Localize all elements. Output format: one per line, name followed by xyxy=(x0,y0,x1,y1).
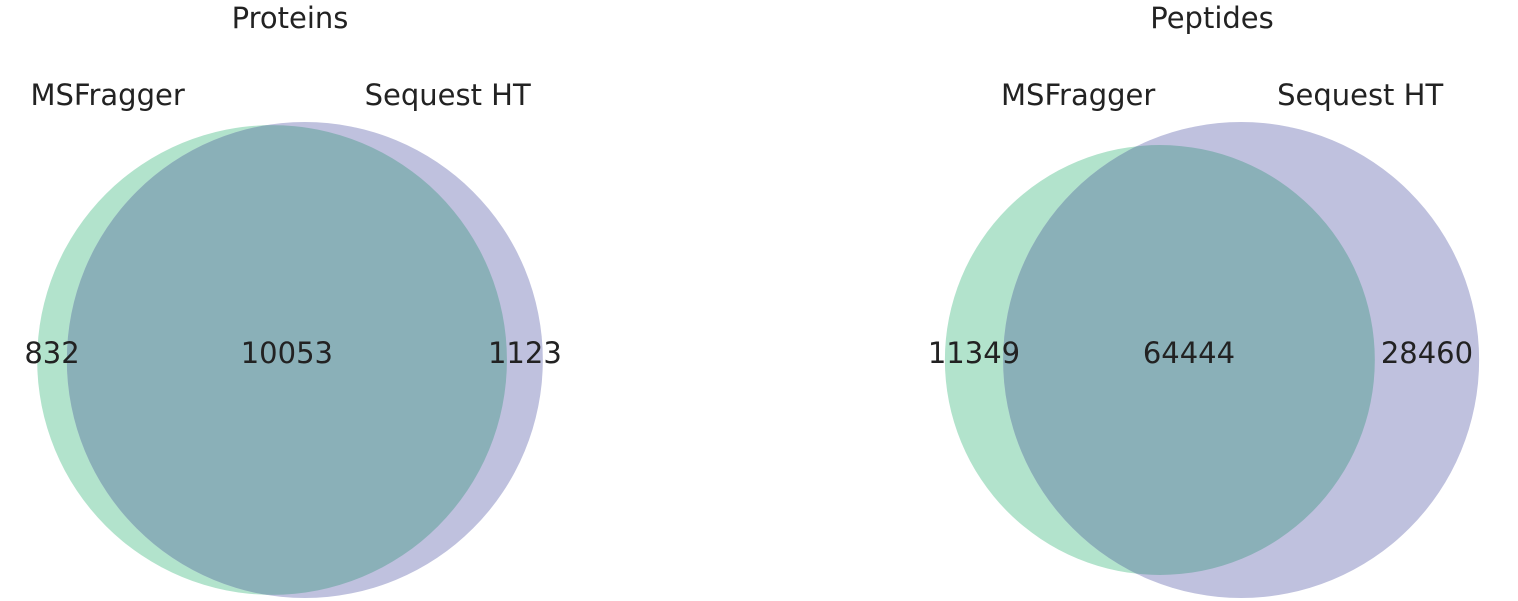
region-value: 1123 xyxy=(488,336,562,370)
set-label: Sequest HT xyxy=(365,78,531,112)
region-value: 64444 xyxy=(1143,336,1235,370)
region-value: 10053 xyxy=(241,336,333,370)
overlap-region xyxy=(66,125,507,595)
region-value: 28460 xyxy=(1381,336,1473,370)
chart-title: Peptides xyxy=(1150,1,1274,35)
set-label: Sequest HT xyxy=(1277,78,1443,112)
chart-title: Proteins xyxy=(232,1,349,35)
region-value: 832 xyxy=(24,336,79,370)
region-value: 11349 xyxy=(928,336,1020,370)
set-label: MSFragger xyxy=(1001,78,1155,112)
set-label: MSFragger xyxy=(30,78,184,112)
